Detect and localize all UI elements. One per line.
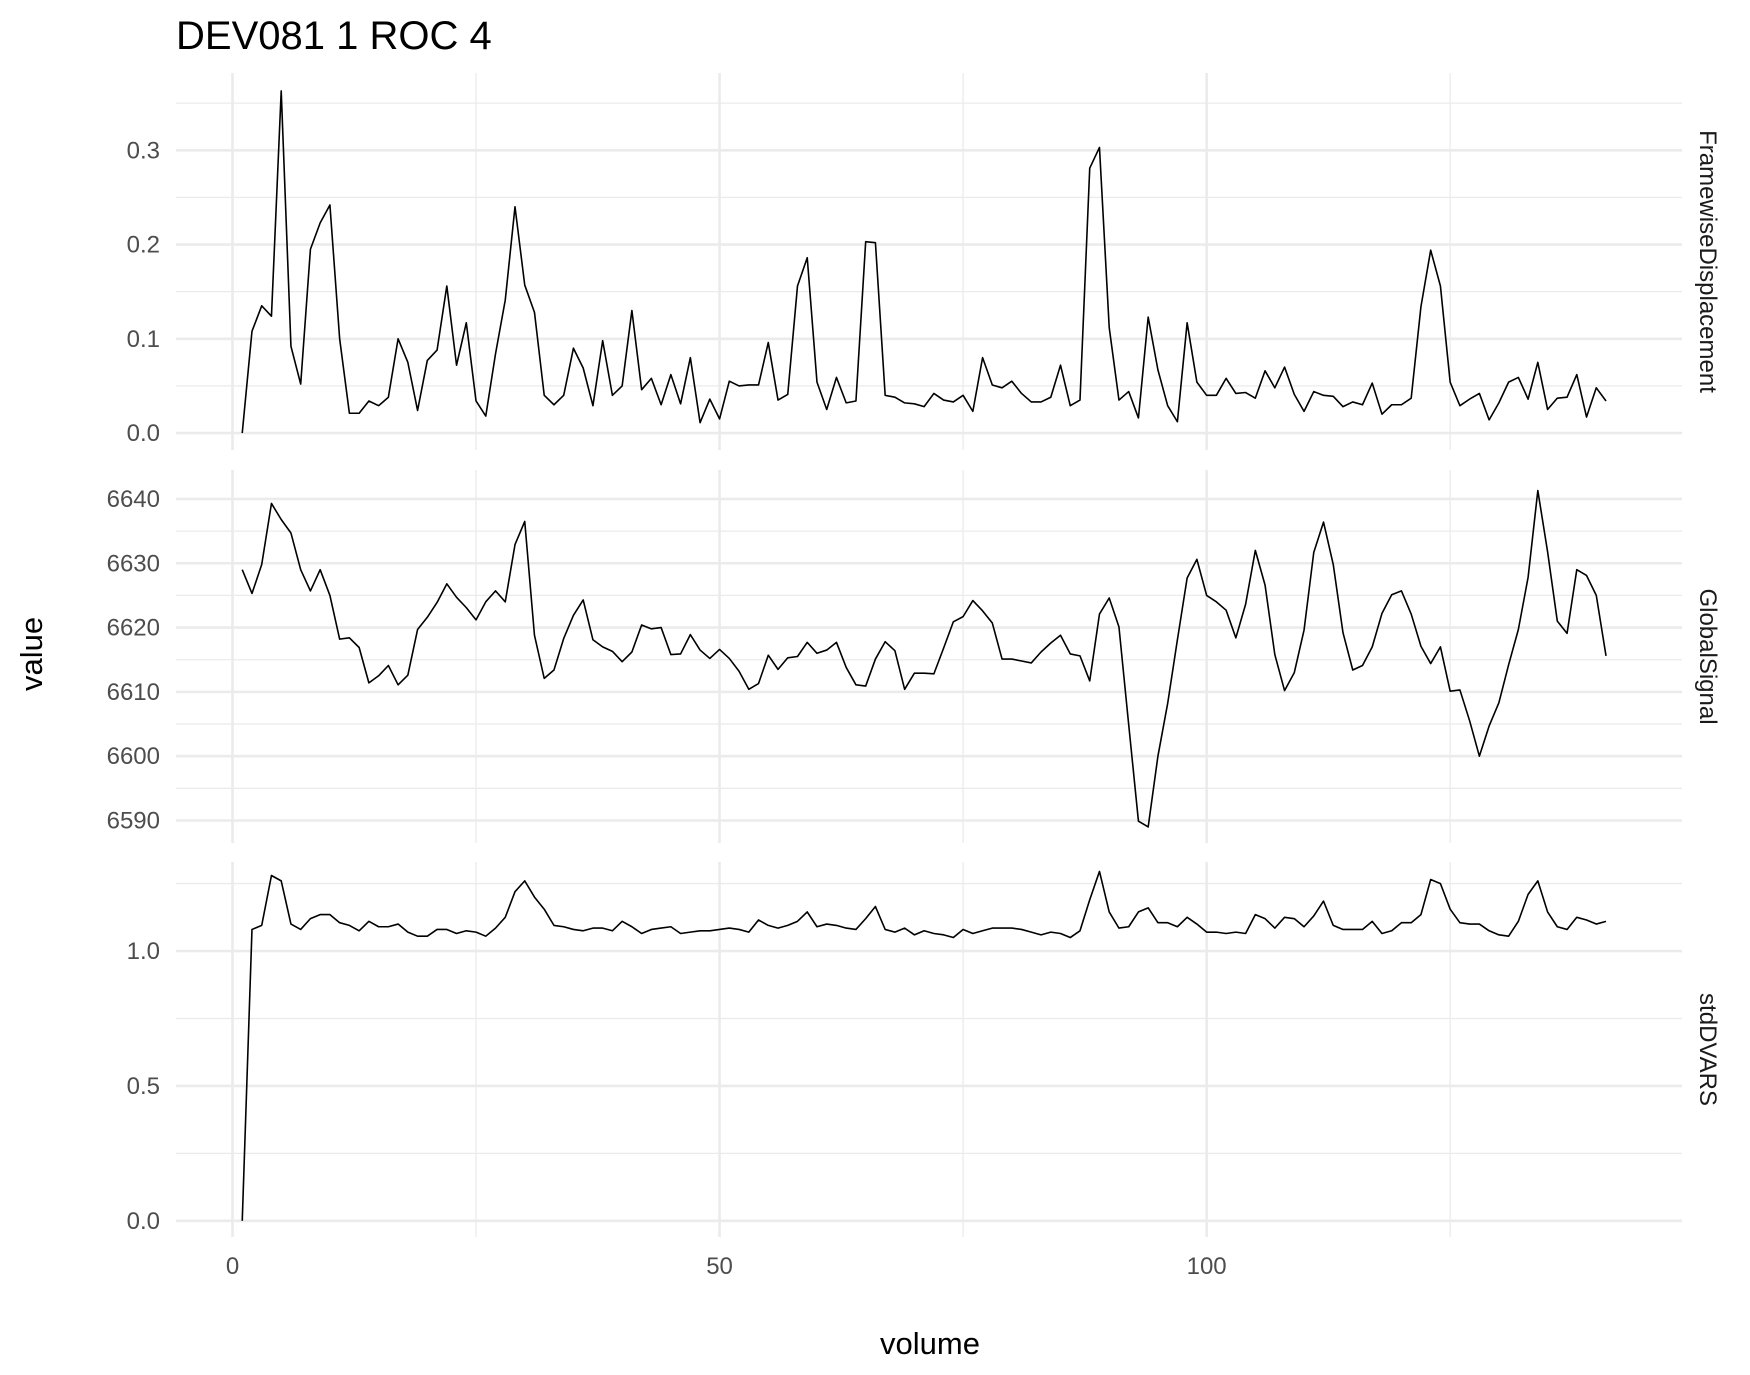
plot-area: 0.0 0.1 0.2 0.3 FramewiseDisplacement 6590 660…	[107, 73, 1721, 1237]
y-tick-label: 0.3	[127, 137, 160, 164]
facet-label-globalsignal: GlobalSignal	[1694, 588, 1721, 724]
series-line-globalsignal	[241, 489, 1607, 828]
y-tick-label: 0.1	[127, 326, 160, 353]
chart-title: DEV081 1 ROC 4	[176, 14, 492, 58]
y-tick-label: 1.0	[127, 938, 160, 965]
y-tick-label: 0.0	[127, 420, 160, 447]
y-tick-label: 6600	[107, 743, 160, 770]
x-tick-label: 0	[226, 1253, 239, 1280]
x-tick-label: 50	[706, 1253, 733, 1280]
panel-framewisedisplacement: 0.0 0.1 0.2 0.3 FramewiseDisplacement	[127, 73, 1721, 450]
facet-label-stddvars: stdDVARS	[1694, 993, 1721, 1106]
series-line-stddvars	[241, 870, 1607, 1221]
y-tick-label: 6610	[107, 679, 160, 706]
x-tick-label: 100	[1187, 1253, 1227, 1280]
y-tick-label: 0.5	[127, 1073, 160, 1100]
y-tick-label: 0.2	[127, 232, 160, 259]
y-axis-title: value	[14, 617, 49, 691]
y-tick-label: 6590	[107, 807, 160, 834]
y-tick-label: 6640	[107, 486, 160, 513]
panel-stddvars: 0.0 0.5 1.0 stdDVARS	[127, 862, 1721, 1237]
y-tick-label: 6620	[107, 615, 160, 642]
x-axis-title: volume	[880, 1326, 980, 1361]
x-axis: 0 50 100	[226, 1253, 1227, 1280]
panel-globalsignal: 6590 6600 6610 6620 6630 6640 GlobalSignal	[107, 470, 1721, 843]
y-tick-label: 6630	[107, 550, 160, 577]
facet-label-framewisedisplacement: FramewiseDisplacement	[1694, 130, 1721, 393]
y-tick-label: 0.0	[127, 1208, 160, 1235]
series-line-framewisedisplacement	[241, 90, 1607, 434]
